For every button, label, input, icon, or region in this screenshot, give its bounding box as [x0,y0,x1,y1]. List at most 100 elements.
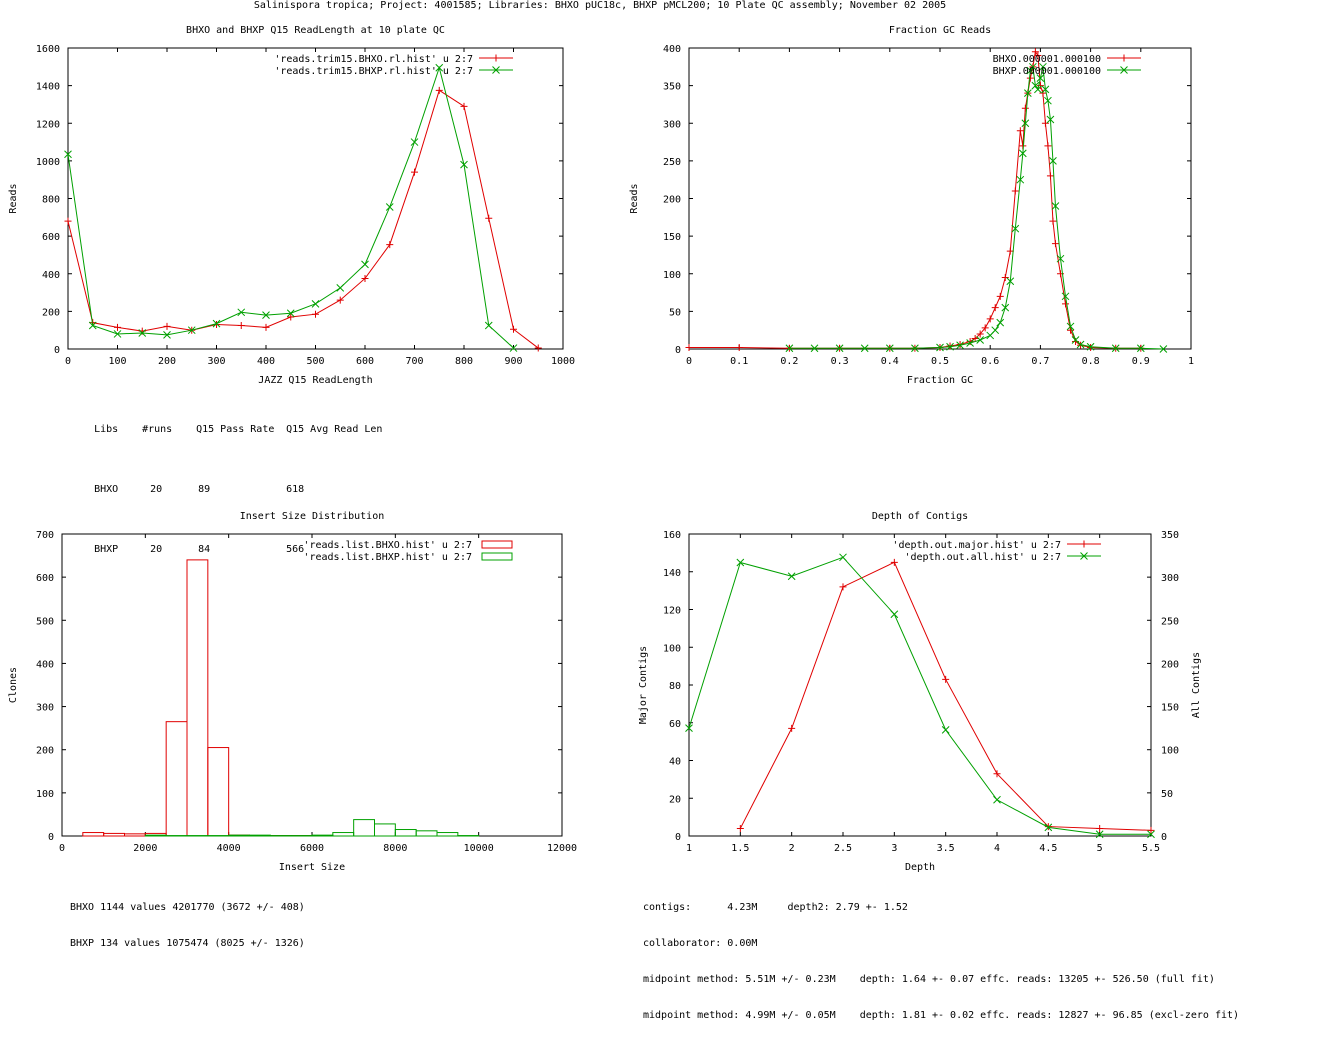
gc-data-point [785,344,794,353]
depth-y-axis-label: Major Contigs [638,646,649,724]
insert-x-tick-label: 4000 [217,843,241,854]
depth-x-axis-label: Depth [905,862,935,873]
gc-x-tick-label: 0 [686,356,692,367]
gc-data-point [1023,89,1032,98]
gc-data-point [976,336,985,344]
readlength-data-point [64,217,72,225]
readlength-data-point [88,321,97,330]
gc-legend-label: BHXP.000001.000100 [993,66,1101,77]
gc-legend-marker [1120,54,1128,62]
readlength-data-point [509,344,518,352]
readlength-x-tick-label: 800 [455,356,473,367]
readlength-data-point [361,260,369,269]
insert-stat-line: BHXP 134 values 1075474 (8025 +/- 1326) [70,938,305,949]
readlength-series-line [67,89,539,349]
insert-x-tick-label: 10000 [464,843,494,854]
gc-y-tick-label: 300 [663,119,681,130]
table-row: BHXP 20 84 566 [70,532,382,568]
readlength-x-tick-label: 600 [356,356,374,367]
depth-data-point [788,724,796,732]
gc-data-point [1026,74,1034,82]
gc-data-point [1044,142,1052,150]
depth-x-tick-label: 3.5 [937,843,955,854]
gc-data-point [1044,96,1052,105]
gc-data-point [1159,345,1168,353]
depth-stat-line: contigs: 4.23M depth2: 2.79 +- 1.52 [643,902,908,913]
readlength-data-point [114,323,121,331]
depth-stats: contigs: 4.23M depth2: 2.79 +- 1.52 coll… [643,878,1239,1034]
gc-data-point [1041,85,1050,94]
depth-data-point [942,675,950,683]
insert-bar [332,832,355,837]
gc-legend-label: BHXO.000001.000100 [993,54,1101,65]
insert-series-1 [144,819,480,837]
readlength-data-point [113,330,122,338]
gc-data-point [976,330,984,338]
readlength-data-point [237,321,245,329]
gc-y-tick-label: 250 [663,157,681,168]
depth-data-point [736,824,744,832]
depth-data-point [941,726,950,734]
gc-data-point [966,337,974,345]
readlength-x-tick-label: 1000 [551,356,575,367]
insert-bar [415,830,438,837]
gc-data-point [885,344,894,353]
gc-y-tick-label: 100 [663,270,681,281]
readlength-data-point [410,138,419,146]
readlength-data-point [411,168,418,176]
gc-data-point [1001,303,1010,312]
gc-data-point [1034,85,1042,94]
readlength-x-tick-label: 900 [504,356,522,367]
depth-data-point [890,610,899,619]
gc-data-point [1051,240,1059,248]
depth-x-tick-label: 5 [1097,843,1103,854]
readlength-data-point [484,321,493,330]
gc-x-tick-label: 0.1 [730,356,748,367]
depth-x-tick-label: 2 [789,843,795,854]
gc-data-point [860,344,869,353]
depth-stat-line: midpoint method: 5.51M +/- 0.23M depth: … [643,974,1215,985]
gc-data-point [936,343,944,352]
gc-data-point [1066,322,1075,331]
gc-x-tick-label: 0.7 [1031,356,1049,367]
gc-data-point [1039,62,1047,71]
depth-y2-tick-label: 350 [1161,530,1179,541]
table-cell-runs: 20 [150,544,163,555]
readlength-y-axis-label: Reads [8,183,19,213]
insert-y-axis-label: Clones [8,667,19,703]
readlength-data-point [386,241,394,249]
gc-data-point [1021,104,1029,112]
insert-x-tick-label: 0 [59,843,65,854]
insert-bar [144,834,167,837]
gc-x-tick-label: 0.6 [981,356,999,367]
gc-x-tick-label: 1 [1188,356,1194,367]
depth-y-tick-label: 160 [663,530,681,541]
gc-plot-frame [688,47,1192,350]
depth-data-point [839,553,847,562]
readlength-data-point [460,102,468,110]
depth-data-point [685,724,693,732]
readlength-data-point [385,203,394,211]
depth-x-tick-label: 3 [891,843,897,854]
gc-data-point [1049,157,1057,165]
readlength-data-point [138,329,147,337]
gc-y-tick-label: 200 [663,195,681,206]
readlength-data-point [336,296,344,304]
table-header-runs: #runs [142,424,173,435]
gc-y-tick-label: 0 [675,345,681,356]
gc-data-point [1086,342,1095,351]
readlength-x-tick-label: 500 [306,356,324,367]
gc-data-point [1046,172,1054,180]
depth-data-point [1095,830,1104,839]
readlength-x-tick-label: 100 [108,356,126,367]
insert-y-tick-label: 100 [36,789,54,800]
gc-data-point [685,343,693,351]
insert-bar [207,747,230,837]
gc-data-point [1041,119,1049,127]
depth-data-point [736,558,745,567]
depth-data-point [1147,830,1155,839]
gc-data-point [946,342,954,351]
depth-x-tick-label: 1.5 [731,843,749,854]
insert-bar [249,834,271,837]
